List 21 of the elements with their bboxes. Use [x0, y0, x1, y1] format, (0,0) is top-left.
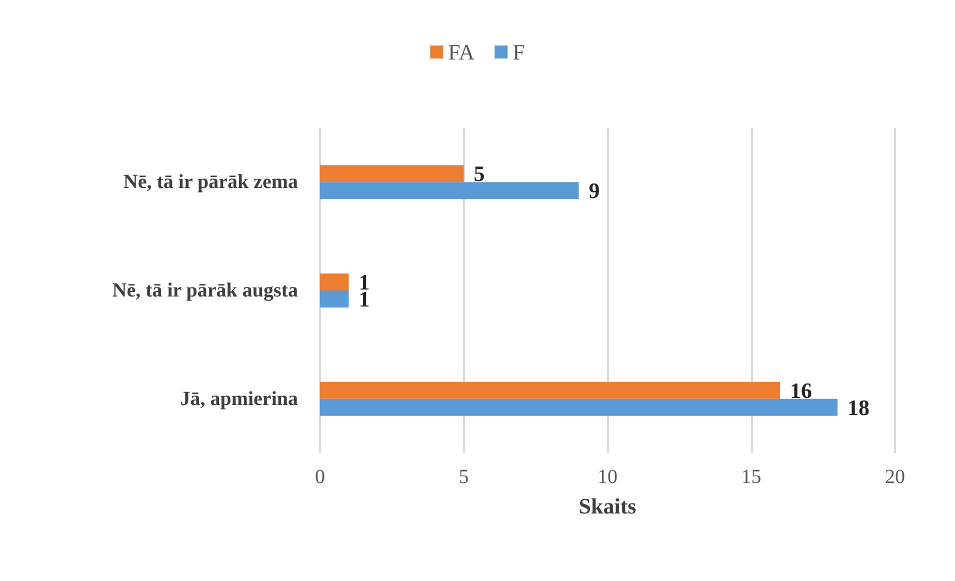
x-tick-label: 15 [741, 466, 762, 488]
bar [320, 274, 349, 290]
y-tick-label: Nē, tā ir pārāk zema [123, 171, 298, 194]
bar [320, 382, 780, 399]
bar [320, 290, 349, 308]
data-label: 18 [848, 394, 870, 420]
data-label: 16 [790, 378, 812, 403]
legend-label: FA [448, 40, 475, 64]
x-tick-label: 10 [598, 466, 618, 488]
y-tick-label: Nē, tā ir pārāk augsta [112, 280, 298, 302]
bar [320, 398, 838, 416]
bar [320, 165, 464, 182]
x-axis-title: Skaits [578, 494, 637, 518]
y-tick-label: Jā, apmierina [180, 388, 298, 410]
x-tick-label: 20 [885, 466, 905, 488]
x-tick-label: 0 [315, 466, 325, 488]
data-label: 9 [588, 178, 600, 204]
bar [320, 182, 579, 200]
x-tick-label: 5 [458, 466, 469, 488]
data-label: 5 [474, 161, 485, 186]
legend-label: F [512, 40, 525, 64]
